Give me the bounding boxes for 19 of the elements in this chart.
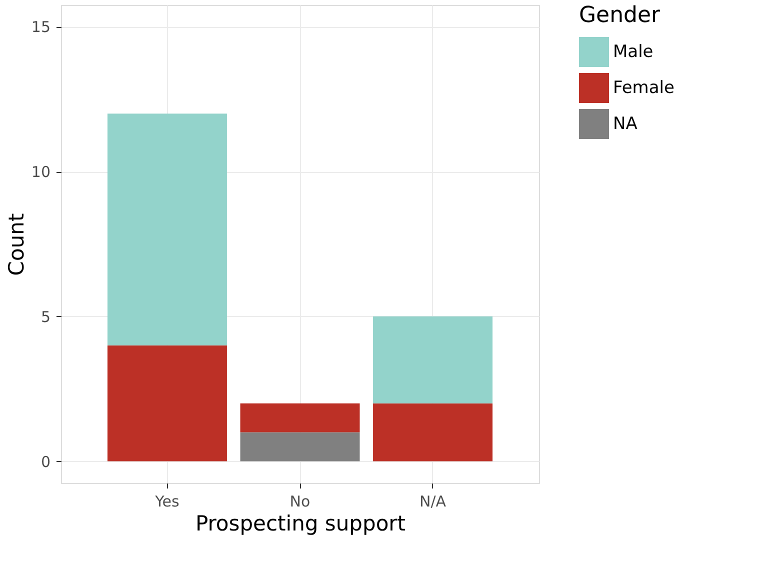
x-tick-label: Yes xyxy=(154,492,180,510)
y-tick-label: 5 xyxy=(40,308,50,326)
legend-title: Gender xyxy=(579,3,662,28)
y-axis-title: Count xyxy=(4,213,28,276)
bar xyxy=(373,316,493,404)
legend-label: NA xyxy=(613,114,638,134)
bar xyxy=(107,345,227,462)
y-tick-label: 15 xyxy=(31,18,50,36)
legend-label: Male xyxy=(613,42,654,62)
x-tick-label: N/A xyxy=(420,492,447,510)
bar xyxy=(373,403,493,462)
bar xyxy=(240,403,360,432)
bar xyxy=(107,114,227,346)
bar xyxy=(240,432,360,462)
x-axis-title: Prospecting support xyxy=(195,512,406,536)
y-tick-label: 0 xyxy=(40,452,50,471)
y-tick-label: 10 xyxy=(31,163,50,182)
legend-label: Female xyxy=(613,78,674,98)
x-tick-label: No xyxy=(290,492,310,510)
